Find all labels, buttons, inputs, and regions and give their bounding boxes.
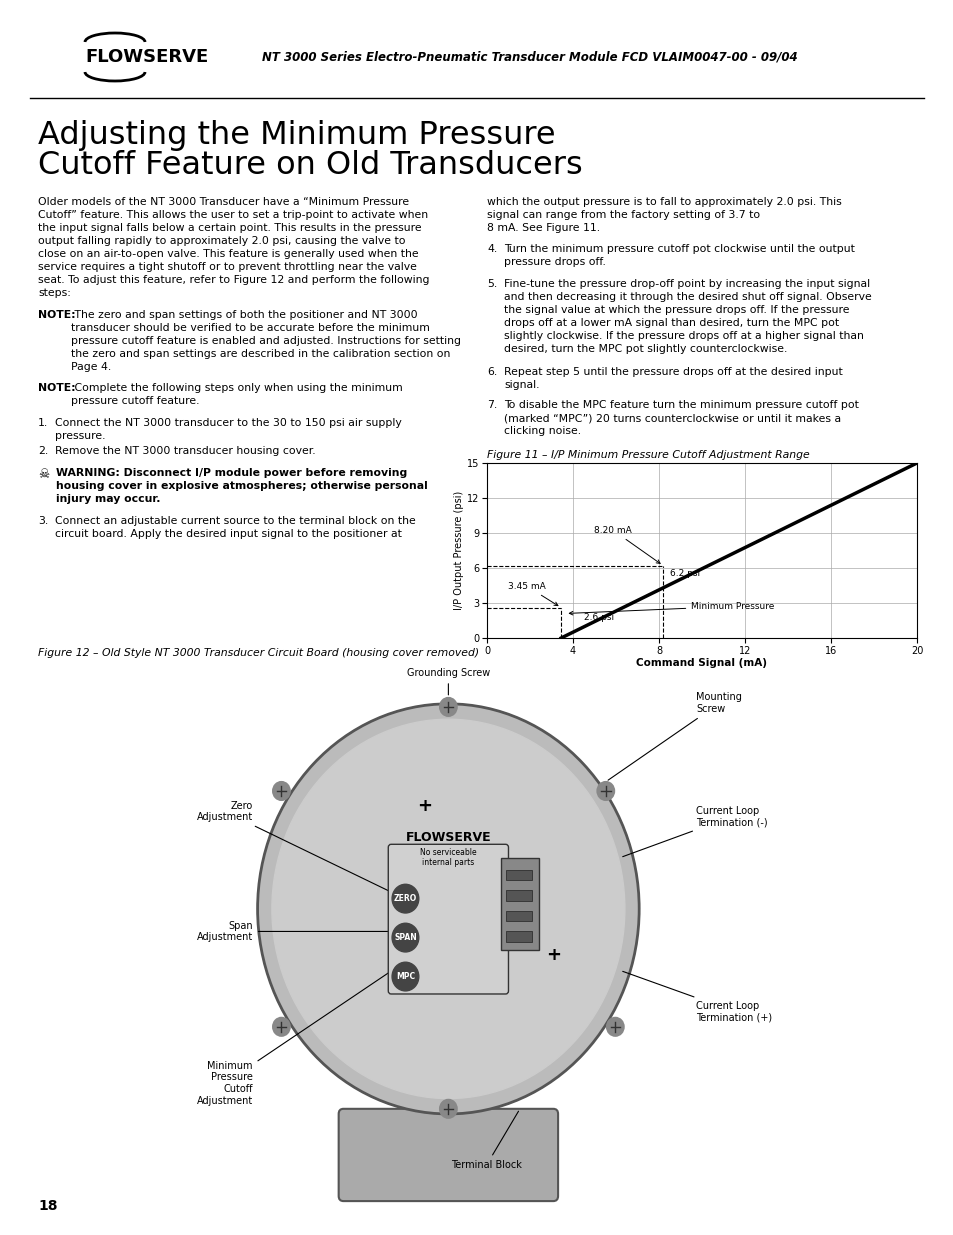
Circle shape <box>392 924 418 952</box>
Text: 5.: 5. <box>486 279 497 289</box>
Text: which the output pressure is to fall to approximately 2.0 psi. This
signal can r: which the output pressure is to fall to … <box>486 198 841 233</box>
FancyBboxPatch shape <box>338 1109 558 1202</box>
Text: Connect the NT 3000 transducer to the 30 to 150 psi air supply
pressure.: Connect the NT 3000 transducer to the 30… <box>55 417 401 441</box>
Text: 3.45 mA: 3.45 mA <box>508 582 558 605</box>
Text: Connect an adjustable current source to the terminal block on the
circuit board.: Connect an adjustable current source to … <box>55 516 416 538</box>
Text: Minimum
Pressure
Cutoff
Adjustment: Minimum Pressure Cutoff Adjustment <box>196 972 390 1105</box>
Text: Complete the following steps only when using the minimum
pressure cutoff feature: Complete the following steps only when u… <box>71 383 402 406</box>
Text: ZERO: ZERO <box>394 894 416 903</box>
Text: 2.: 2. <box>38 446 49 456</box>
Circle shape <box>392 884 418 913</box>
Circle shape <box>392 962 418 990</box>
Text: Older models of the NT 3000 Transducer have a “Minimum Pressure
Cutoff” feature.: Older models of the NT 3000 Transducer h… <box>38 198 429 299</box>
Text: No serviceable: No serviceable <box>419 848 476 857</box>
Bar <box>505 890 532 900</box>
Text: Cutoff Feature on Old Transducers: Cutoff Feature on Old Transducers <box>38 149 582 182</box>
Text: Mounting
Screw: Mounting Screw <box>607 693 741 781</box>
Text: 1.: 1. <box>38 417 49 429</box>
Text: Remove the NT 3000 transducer housing cover.: Remove the NT 3000 transducer housing co… <box>55 446 315 456</box>
Text: 18: 18 <box>38 1199 57 1213</box>
Text: 6.: 6. <box>486 367 497 377</box>
Bar <box>505 869 532 881</box>
Bar <box>505 931 532 942</box>
Text: The zero and span settings of both the positioner and NT 3000
transducer should : The zero and span settings of both the p… <box>71 310 460 372</box>
Text: ☠: ☠ <box>38 468 50 480</box>
Text: Figure 12 – Old Style NT 3000 Transducer Circuit Board (housing cover removed): Figure 12 – Old Style NT 3000 Transducer… <box>38 648 478 658</box>
FancyBboxPatch shape <box>388 845 508 994</box>
Text: SPAN: SPAN <box>394 934 416 942</box>
Text: 6.2 psi: 6.2 psi <box>669 569 700 578</box>
Text: +: + <box>545 946 560 965</box>
Text: Current Loop
Termination (+): Current Loop Termination (+) <box>622 972 772 1023</box>
Text: Turn the minimum pressure cutoff pot clockwise until the output
pressure drops o: Turn the minimum pressure cutoff pot clo… <box>503 245 854 267</box>
Text: Current Loop
Termination (-): Current Loop Termination (-) <box>622 805 767 857</box>
X-axis label: Command Signal (mA): Command Signal (mA) <box>636 658 767 668</box>
Circle shape <box>439 1099 456 1118</box>
Circle shape <box>606 1018 623 1036</box>
Text: FLOWSERVE: FLOWSERVE <box>405 831 491 844</box>
Circle shape <box>273 782 290 800</box>
Text: 3.: 3. <box>38 516 49 526</box>
Text: Repeat step 5 until the pressure drops off at the desired input
signal.: Repeat step 5 until the pressure drops o… <box>503 367 841 390</box>
Text: +: + <box>416 798 432 815</box>
Text: Fine-tune the pressure drop-off point by increasing the input signal
and then de: Fine-tune the pressure drop-off point by… <box>503 279 871 354</box>
Text: FLOWSERVE: FLOWSERVE <box>85 48 208 65</box>
Bar <box>500 857 538 950</box>
Text: Minimum Pressure: Minimum Pressure <box>569 601 774 615</box>
Text: NOTE:: NOTE: <box>38 310 75 320</box>
Text: Grounding Screw: Grounding Screw <box>406 668 490 695</box>
Circle shape <box>439 698 456 716</box>
Text: 2.6 psi: 2.6 psi <box>583 614 613 622</box>
Text: Terminal Block: Terminal Block <box>451 1112 521 1170</box>
Circle shape <box>597 782 614 800</box>
Text: Zero
Adjustment: Zero Adjustment <box>196 800 389 892</box>
Text: Adjusting the Minimum Pressure: Adjusting the Minimum Pressure <box>38 120 555 151</box>
Text: 4.: 4. <box>486 245 497 254</box>
Circle shape <box>272 719 624 1099</box>
Circle shape <box>257 704 639 1114</box>
Text: Figure 11 – I/P Minimum Pressure Cutoff Adjustment Range: Figure 11 – I/P Minimum Pressure Cutoff … <box>486 450 809 459</box>
Text: Span
Adjustment: Span Adjustment <box>196 920 389 942</box>
Text: MPC: MPC <box>395 972 415 981</box>
Text: internal parts: internal parts <box>422 858 474 867</box>
Text: 8.20 mA: 8.20 mA <box>594 526 659 563</box>
Text: To disable the MPC feature turn the minimum pressure cutoff pot
(marked “MPC”) 2: To disable the MPC feature turn the mini… <box>503 400 858 436</box>
Text: WARNING: Disconnect I/P module power before removing
housing cover in explosive : WARNING: Disconnect I/P module power bef… <box>56 468 427 504</box>
Bar <box>505 911 532 921</box>
Y-axis label: I/P Output Pressure (psi): I/P Output Pressure (psi) <box>454 490 464 610</box>
Text: NT 3000 Series Electro-Pneumatic Transducer Module FCD VLAIM0047-00 - 09/04: NT 3000 Series Electro-Pneumatic Transdu… <box>262 51 797 63</box>
Text: 7.: 7. <box>486 400 497 410</box>
Circle shape <box>273 1018 290 1036</box>
Text: NOTE:: NOTE: <box>38 383 75 393</box>
